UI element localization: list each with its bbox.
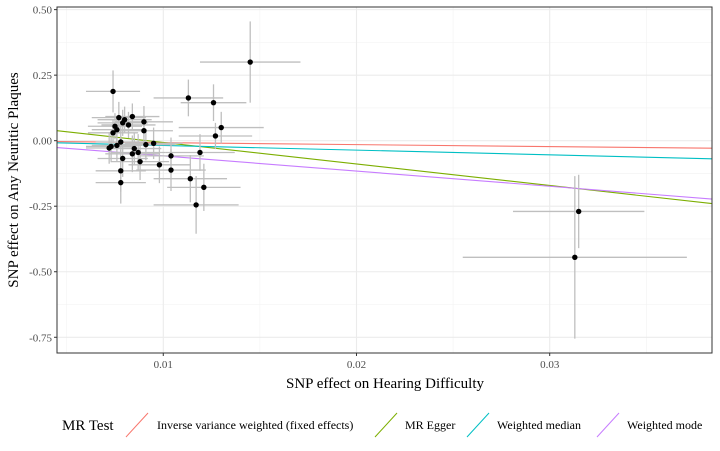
- data-point: [168, 153, 174, 159]
- legend-label-weighted-median: Weighted median: [497, 418, 581, 432]
- data-point: [247, 59, 253, 65]
- y-tick-label: -0.50: [29, 267, 52, 279]
- legend-key-weighted-mode: [596, 412, 620, 438]
- data-point: [114, 142, 120, 149]
- x-tick-label: 0.03: [540, 359, 560, 371]
- data-point: [137, 158, 143, 165]
- y-axis-title: SNP effect on Any Neuritic Plaques: [6, 72, 22, 288]
- data-point: [218, 124, 224, 131]
- data-point: [110, 130, 116, 136]
- data-point: [110, 88, 116, 95]
- data-point: [119, 155, 126, 162]
- data-point: [129, 151, 136, 157]
- data-point: [197, 149, 203, 156]
- x-axis-title: SNP effect on Hearing Difficulty: [286, 376, 485, 392]
- grid-lines: [57, 7, 712, 353]
- data-point: [143, 141, 149, 148]
- data-point: [135, 149, 141, 156]
- legend-key-weighted-median: [466, 412, 490, 438]
- legend-title: MR Test: [62, 418, 114, 434]
- data-point: [141, 128, 147, 134]
- data-point: [141, 119, 147, 125]
- data-point: [150, 140, 157, 147]
- legend-label-mr-egger: MR Egger: [405, 418, 455, 432]
- data-point: [118, 168, 124, 174]
- y-tick-label: 0.25: [33, 70, 53, 82]
- data-point: [114, 126, 120, 133]
- x-axis-ticks: 0.01 0.02 0.03: [154, 353, 560, 371]
- y-tick-label: 0.00: [33, 136, 53, 148]
- data-point: [125, 122, 132, 128]
- y-tick-label: -0.75: [29, 332, 52, 344]
- data-point: [118, 139, 124, 145]
- data-point: [210, 99, 217, 106]
- data-point: [575, 208, 582, 215]
- legend-key-mr-egger: [374, 412, 398, 438]
- data-point: [156, 162, 163, 168]
- y-tick-label: -0.25: [29, 201, 52, 213]
- x-tick-label: 0.01: [154, 359, 173, 371]
- data-points: [106, 59, 582, 261]
- panel-border: [56, 6, 713, 354]
- y-tick-label: 0.50: [33, 5, 53, 17]
- legend-label-weighted-mode: Weighted mode: [627, 418, 702, 432]
- regression-line-2: [56, 142, 713, 160]
- data-point: [201, 184, 207, 191]
- data-point: [187, 175, 194, 182]
- y-axis-ticks: 0.50 0.25 0.00 -0.25 -0.50 -0.75: [29, 5, 57, 344]
- data-point: [116, 114, 122, 121]
- legend: MR Test Inverse variance weighted (fixed…: [62, 412, 702, 438]
- legend-label-ivw: Inverse variance weighted (fixed effects…: [157, 418, 353, 432]
- data-point: [212, 133, 219, 139]
- data-point: [168, 167, 174, 173]
- data-point: [193, 202, 199, 208]
- data-point: [129, 113, 136, 120]
- data-point: [185, 95, 192, 101]
- legend-key-ivw: [125, 412, 149, 438]
- x-tick-label: 0.02: [347, 359, 366, 371]
- data-point: [119, 120, 126, 126]
- data-point: [106, 145, 112, 151]
- data-point: [131, 145, 137, 152]
- data-point: [572, 254, 578, 261]
- data-point: [118, 179, 124, 186]
